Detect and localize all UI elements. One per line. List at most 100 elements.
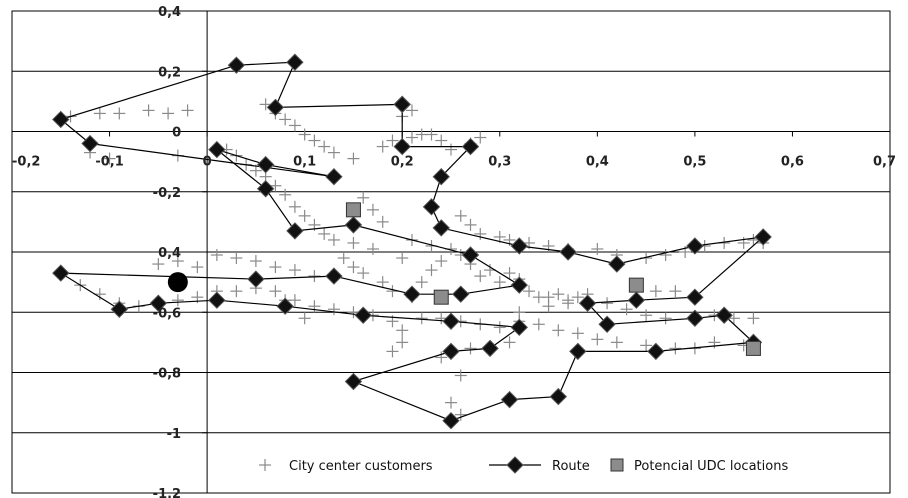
customer-point-97 — [727, 312, 740, 325]
customer-point-128 — [396, 336, 409, 349]
customer-point-127 — [396, 324, 409, 337]
customer-point-62 — [523, 285, 536, 298]
x-tick-label-8: 0,6 — [781, 155, 804, 170]
customer-point-18 — [376, 140, 389, 153]
customer-point-1 — [93, 107, 106, 120]
udc-location-0 — [345, 202, 361, 218]
customer-point-124 — [347, 306, 360, 319]
route-stop-42 — [686, 237, 704, 255]
y-tick-label-3: -0,2 — [153, 186, 181, 201]
route-stop-5 — [81, 134, 99, 153]
route-stop-50 — [393, 137, 411, 156]
customer-point-43 — [366, 203, 379, 216]
route-stop-8 — [208, 140, 226, 159]
route-stop-28 — [344, 372, 363, 391]
route-stop-10 — [286, 222, 304, 240]
customer-point-9 — [259, 98, 272, 111]
customer-point-69 — [454, 209, 467, 222]
customer-point-120 — [288, 294, 301, 307]
y-tick-label-8: -1,2 — [153, 487, 181, 498]
customer-point-25 — [445, 143, 457, 156]
route-stop-48 — [432, 167, 450, 186]
route-stop-51 — [393, 95, 411, 114]
customer-point-23 — [425, 128, 438, 141]
legend-route-symbol — [506, 456, 524, 474]
tick-labels: -0,2 -0,1 0 0,1 0,2 0,3 0,4 0,5 0,6 0,7 0,4 0,2 0 -0,… — [12, 5, 896, 498]
customer-point-106 — [288, 264, 301, 277]
route-stop-39 — [627, 291, 646, 309]
customer-point-16 — [327, 146, 340, 159]
route-stop-18 — [52, 264, 70, 282]
customer-point-60 — [503, 267, 516, 280]
route-stop-36 — [686, 309, 704, 327]
route-stop-11 — [344, 216, 363, 234]
customer-point-99 — [152, 258, 165, 271]
route-stop-9 — [256, 180, 275, 198]
route-stop-46 — [432, 219, 450, 237]
customer-point-13 — [298, 128, 311, 141]
customer-point-100 — [171, 255, 184, 268]
customer-point-85 — [747, 233, 760, 246]
route-stop-13 — [510, 276, 528, 294]
customer-point-11 — [279, 113, 292, 126]
customer-point-137 — [552, 324, 565, 337]
customer-point-134 — [493, 321, 506, 334]
customer-point-47 — [357, 267, 370, 280]
depot-circle — [167, 272, 188, 293]
legend-udc-label: Potencial UDC locations — [634, 459, 788, 474]
customer-point-155 — [562, 297, 575, 310]
y-tick-label-6: -0,8 — [153, 367, 181, 382]
customer-point-150 — [454, 369, 467, 382]
customer-point-7 — [103, 152, 116, 165]
customer-point-105 — [269, 261, 282, 274]
customer-point-57 — [474, 270, 487, 283]
route-stop-22 — [276, 297, 294, 315]
route-stop-44 — [559, 243, 577, 261]
route-stop-12 — [461, 246, 480, 264]
customer-point-24 — [435, 134, 448, 147]
route-stop-41 — [754, 228, 772, 246]
route-line — [58, 61, 766, 422]
y-tick-label-5: -0,6 — [153, 306, 181, 321]
customer-point-35 — [269, 179, 282, 192]
route-stop-21 — [208, 291, 226, 309]
customer-point-80 — [659, 249, 672, 262]
customer-point-5 — [181, 104, 194, 117]
customer-point-130 — [415, 312, 428, 325]
customer-point-136 — [532, 318, 545, 331]
route-stop-17 — [247, 270, 265, 288]
route-stop-14 — [452, 285, 470, 303]
route-stop-38 — [578, 294, 597, 312]
route-stop-31 — [549, 387, 568, 406]
route-stop-23 — [354, 306, 372, 324]
customer-point-129 — [386, 345, 399, 358]
legend: City center customers Route Potencial UDC … — [259, 456, 788, 474]
customer-point-141 — [640, 339, 653, 352]
customer-point-15 — [318, 140, 331, 153]
route-stop-27 — [442, 342, 460, 361]
y-tick-label-2: 0 — [172, 126, 181, 141]
customer-point-140 — [610, 336, 623, 349]
customer-point-17 — [347, 152, 360, 165]
customer-point-38 — [298, 209, 311, 222]
customer-point-148 — [464, 342, 477, 355]
route-stop-47 — [422, 198, 441, 216]
route-stop-26 — [481, 339, 499, 358]
udc-points — [345, 202, 761, 356]
customer-point-44 — [376, 215, 389, 228]
legend-customers-symbol — [259, 459, 271, 471]
customer-point-67 — [571, 291, 584, 304]
customer-point-131 — [435, 312, 448, 325]
customer-point-121 — [308, 300, 321, 313]
route-stop-43 — [608, 255, 626, 273]
udc-location-2 — [628, 277, 644, 293]
route-stop-45 — [510, 237, 528, 255]
customer-point-46 — [347, 261, 360, 274]
route-stop-30 — [500, 390, 519, 409]
customer-point-27 — [474, 131, 487, 144]
customer-point-138 — [571, 327, 584, 340]
route-stop-15 — [403, 285, 421, 303]
customer-point-113 — [171, 294, 184, 307]
